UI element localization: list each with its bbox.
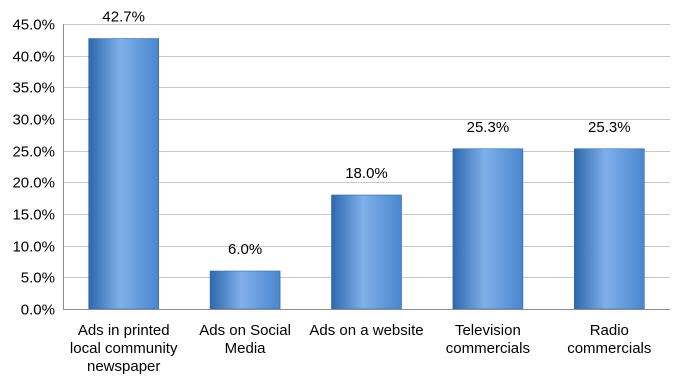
y-tick-label: 30.0% xyxy=(12,112,55,129)
data-labels: 42.7% 6.0% 18.0% 25.3% 25.3% xyxy=(102,9,630,258)
y-tick-label: 35.0% xyxy=(12,80,55,97)
y-tick-label: 15.0% xyxy=(12,207,55,224)
y-tick-label: 20.0% xyxy=(12,175,55,192)
x-category-label: Ads in printed local community newspaper xyxy=(70,322,178,375)
x-category-label-line: Ads in printed xyxy=(78,322,170,339)
x-category-label-line: Radio xyxy=(590,322,629,339)
x-category-label-line: Ads on a website xyxy=(309,322,423,339)
data-label: 42.7% xyxy=(102,9,145,26)
data-label: 6.0% xyxy=(228,241,262,258)
y-tick-label: 10.0% xyxy=(12,239,55,256)
y-tick-label: 25.0% xyxy=(12,144,55,161)
y-tick-label: 45.0% xyxy=(12,17,55,34)
bar xyxy=(331,194,402,310)
bar xyxy=(209,270,281,310)
x-category-label-line: commercials xyxy=(567,340,651,357)
y-tick-label: 0.0% xyxy=(21,302,55,319)
x-category-label: Television commercials xyxy=(446,322,530,357)
x-category-label-line: Ads on Social xyxy=(199,322,291,339)
x-category-label: Ads on Social Media xyxy=(199,322,291,357)
x-category-label-line: local community xyxy=(70,340,178,357)
x-axis-category-labels: Ads in printed local community newspaperAd… xyxy=(70,322,651,375)
y-tick-label: 40.0% xyxy=(12,49,55,66)
y-tick-label: 5.0% xyxy=(21,270,55,287)
x-category-label-line: commercials xyxy=(446,340,530,357)
bar xyxy=(88,38,159,310)
bar xyxy=(573,148,645,310)
x-category-label: Radio commercials xyxy=(567,322,651,357)
x-category-label-line: newspaper xyxy=(87,358,160,375)
x-category-label-line: Television xyxy=(455,322,521,339)
bars xyxy=(88,38,645,310)
bar xyxy=(452,148,524,310)
gridlines xyxy=(63,24,670,278)
data-label: 25.3% xyxy=(467,119,510,136)
x-category-label-line: Media xyxy=(225,340,267,357)
data-label: 18.0% xyxy=(345,165,388,182)
y-axis-tick-labels: 0.0% 5.0% 10.0% 15.0% 20.0% 25.0% 30.0% 35.0% 40… xyxy=(12,17,55,319)
x-category-label: Ads on a website xyxy=(309,322,423,339)
data-label: 25.3% xyxy=(588,119,631,136)
